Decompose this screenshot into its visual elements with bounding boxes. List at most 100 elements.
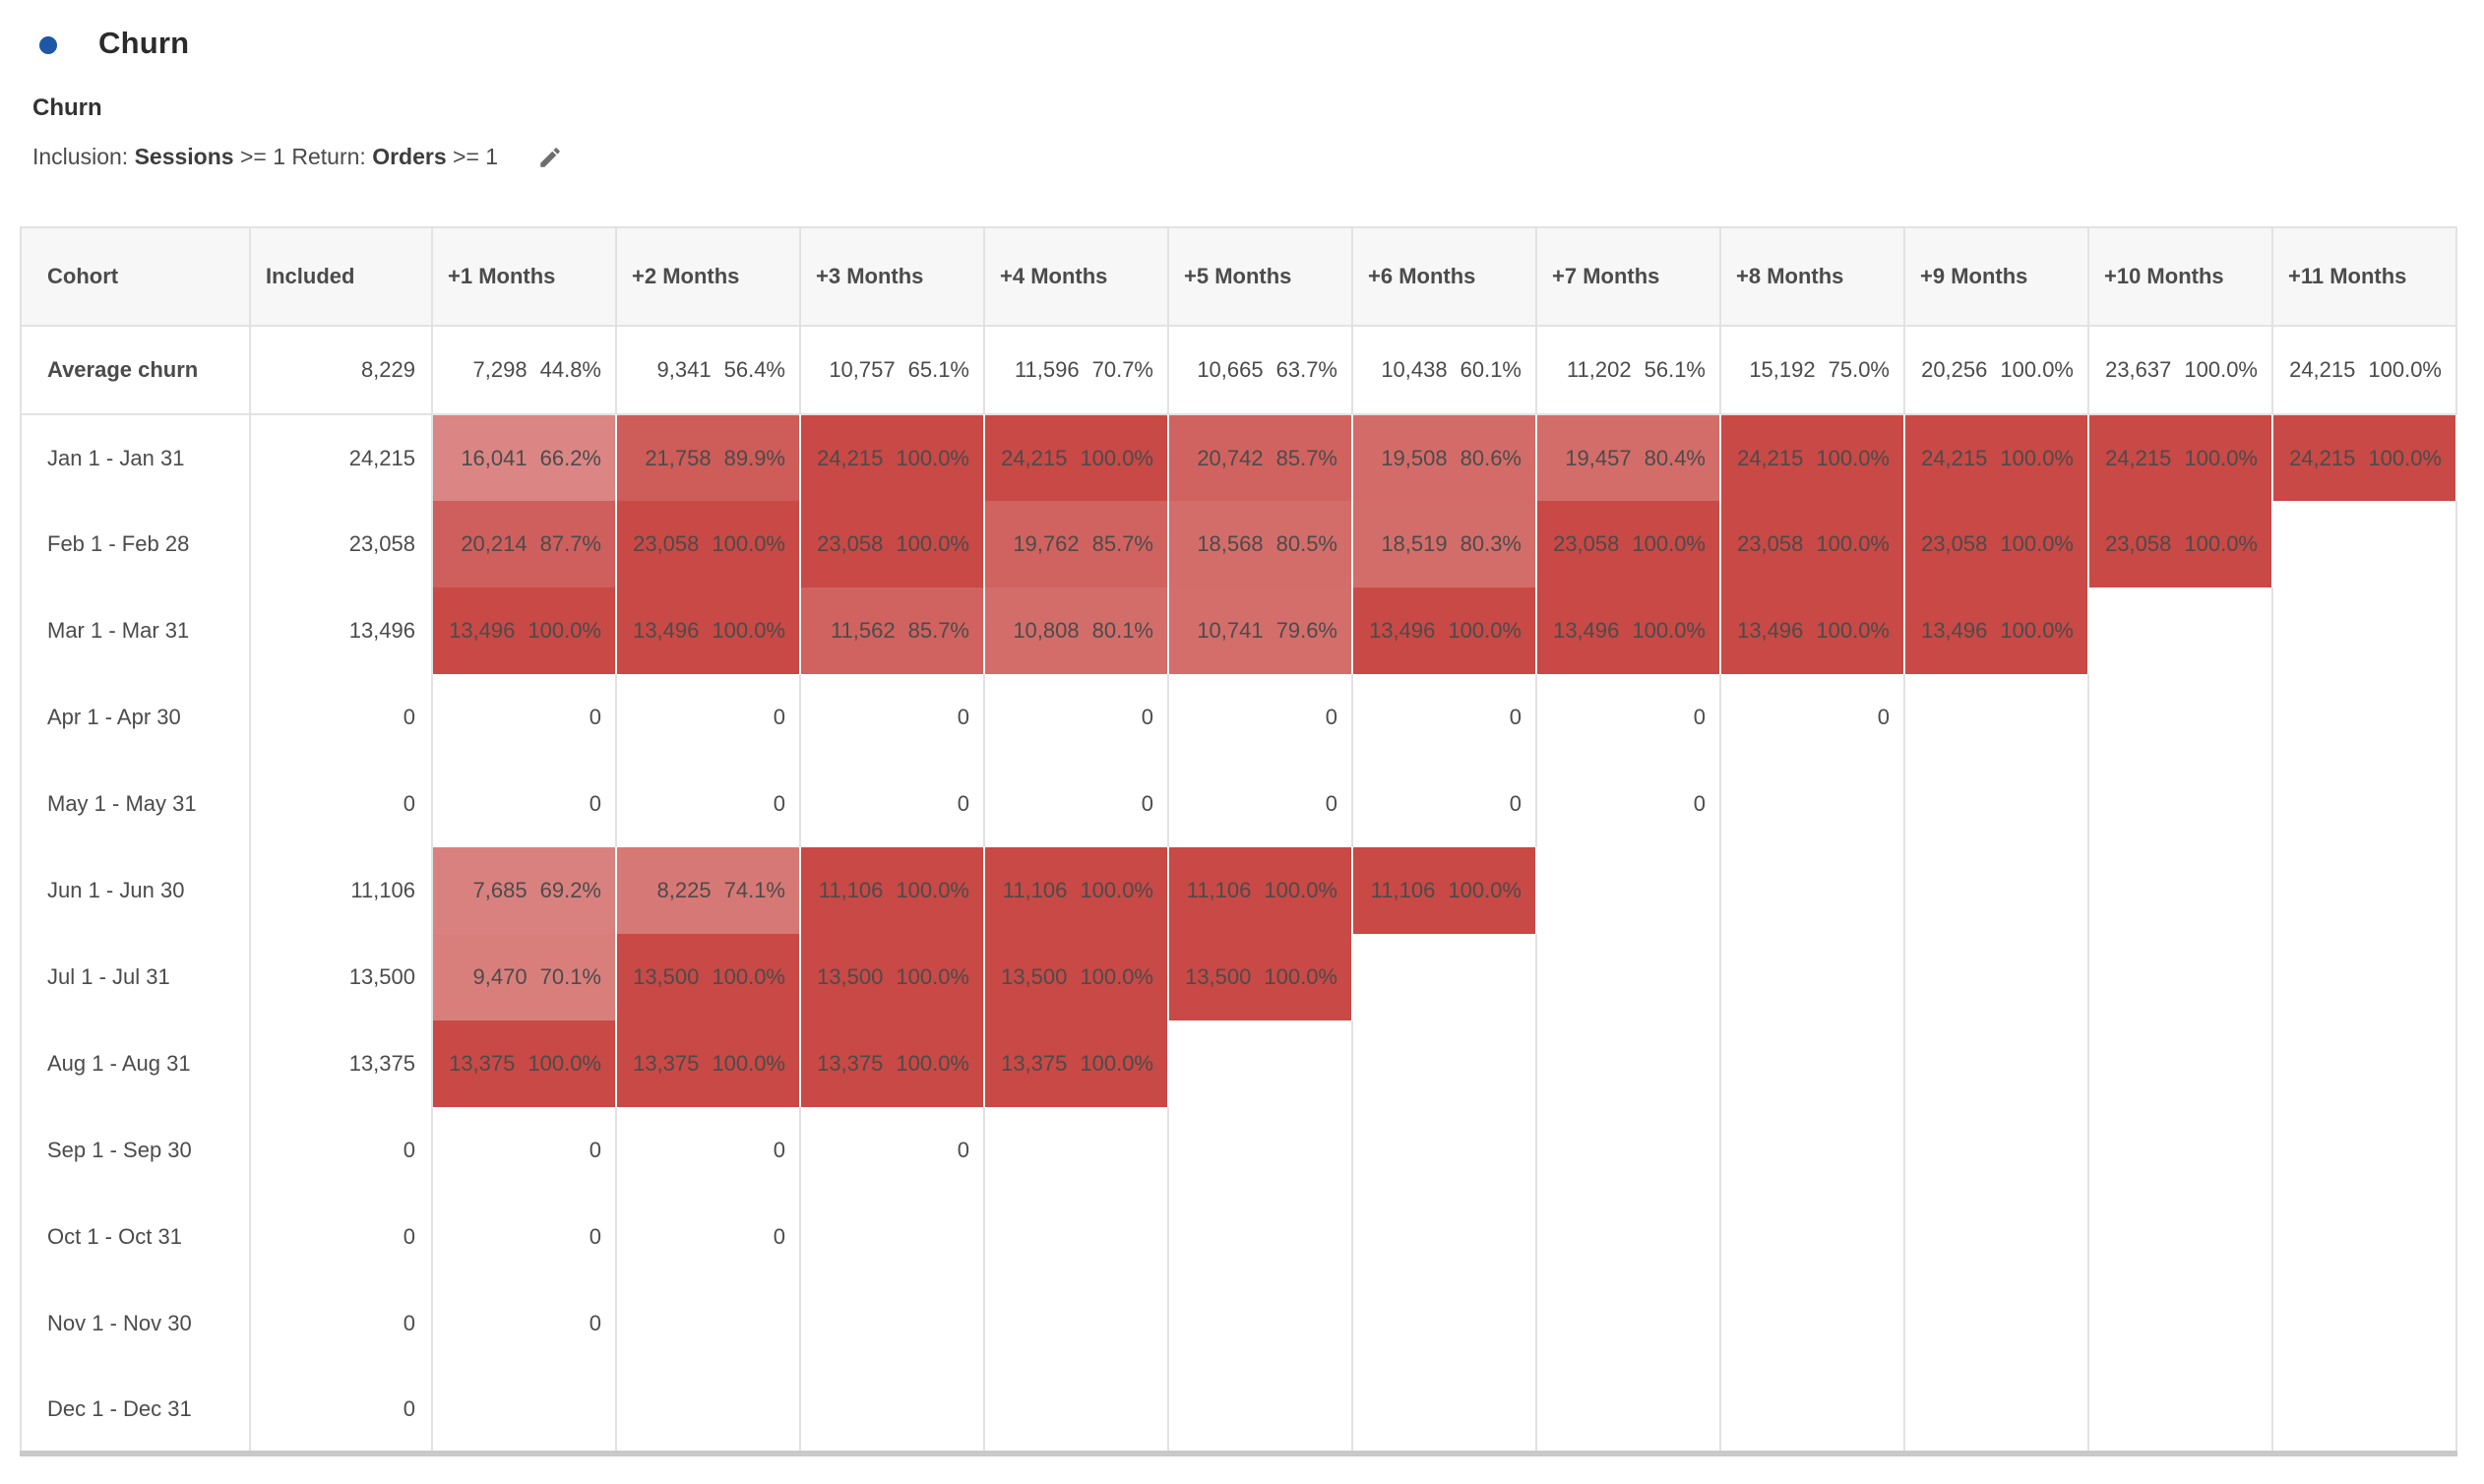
cohort-row: Sep 1 - Sep 30 0 0 0 0 — [21, 1107, 2457, 1194]
cohort-data-cell: 20,742 85.7% — [1168, 414, 1353, 501]
column-header: +6 Months — [1352, 227, 1537, 327]
cohort-data-cell: 0 — [616, 674, 801, 761]
cohort-data-cell — [2272, 674, 2457, 761]
cell-count: 15,192 — [1749, 357, 1816, 382]
cell-count: 13,500 — [1185, 964, 1252, 989]
cell-count: 18,568 — [1197, 531, 1264, 556]
cohort-data-cell: 13,496 100.0% — [1904, 587, 2089, 674]
cell-percent: 100.0% — [896, 964, 969, 989]
panel-title: Churn — [98, 26, 190, 60]
cohort-data-cell: 24,215 100.0% — [984, 414, 1169, 501]
cohort-data-cell — [2272, 1280, 2457, 1367]
cell-count: 9,470 — [472, 964, 528, 989]
cohort-data-cell — [1536, 847, 1721, 934]
cell-count: 13,375 — [449, 1051, 516, 1076]
cohort-data-cell: 0 — [432, 674, 617, 761]
cell-count: 13,375 — [1001, 1051, 1068, 1076]
cohort-data-cell — [1168, 1107, 1353, 1194]
cell-percent: 100.0% — [1080, 445, 1153, 470]
cohort-data-cell: 0 — [616, 1194, 801, 1280]
included-cell: 0 — [250, 1367, 433, 1453]
cell-count: 24,215 — [1921, 445, 1988, 470]
cohort-data-cell — [800, 1367, 985, 1453]
cell-count: 0 — [589, 1311, 601, 1335]
cell-count: 0 — [589, 705, 601, 729]
cell-count: 0 — [1141, 705, 1153, 729]
cell-percent: 56.4% — [723, 357, 785, 382]
cell-count: 0 — [773, 1224, 785, 1249]
cohort-row: Aug 1 - Aug 31 13,375 13,375 100.0% 13,375 10… — [21, 1020, 2457, 1107]
cohort-data-cell — [800, 1194, 985, 1280]
cohort-data-cell — [1352, 1367, 1537, 1453]
cell-percent: 85.7% — [1091, 531, 1153, 556]
cell-count: 11,562 — [830, 618, 896, 643]
cohort-data-cell — [1904, 1194, 2089, 1280]
cell-count: 8,225 — [656, 878, 712, 902]
cohort-data-cell — [616, 1280, 801, 1367]
cohort-data-cell: 24,215 100.0% — [800, 414, 985, 501]
cell-count: 0 — [1325, 791, 1337, 816]
cell-count: 23,637 — [2105, 357, 2172, 382]
cohort-data-cell — [1904, 1107, 2089, 1194]
cohort-table: Cohort Included +1 Months +2 Months +3 Month… — [20, 226, 2457, 1456]
cell-count: 0 — [589, 1138, 601, 1162]
cohort-data-cell — [2088, 587, 2273, 674]
cohort-data-cell — [1168, 1194, 1353, 1280]
cell-percent: 100.0% — [2000, 618, 2074, 643]
cell-count: 20,742 — [1197, 445, 1264, 470]
column-header: +9 Months — [1904, 227, 2089, 327]
cohort-data-cell — [1352, 1280, 1537, 1367]
cohort-data-cell: 0 — [1536, 761, 1721, 847]
cell-percent: 44.8% — [539, 357, 601, 382]
cell-count: 10,438 — [1381, 357, 1448, 382]
cohort-data-cell — [1536, 934, 1721, 1020]
cohort-data-cell: 0 — [1536, 674, 1721, 761]
cohort-data-cell: 11,106 100.0% — [1168, 847, 1353, 934]
cohort-data-cell: 13,375 100.0% — [616, 1020, 801, 1107]
pencil-icon[interactable] — [537, 145, 563, 170]
included-cell: 0 — [250, 1194, 433, 1280]
cohort-label-cell: Jul 1 - Jul 31 — [21, 934, 251, 1020]
cell-count: 19,457 — [1565, 445, 1632, 470]
cell-percent: 79.6% — [1275, 618, 1337, 643]
cell-count: 0 — [1509, 705, 1521, 729]
cohort-data-cell: 24,215 100.0% — [1720, 414, 1905, 501]
cohort-data-cell — [1904, 934, 2089, 1020]
cohort-data-cell: 19,457 80.4% — [1536, 414, 1721, 501]
cell-count: 13,496 — [1737, 618, 1804, 643]
cohort-data-cell: 20,256 100.0% — [1904, 326, 2089, 415]
cell-count: 23,058 — [817, 531, 884, 556]
cell-percent: 100.0% — [2000, 531, 2074, 556]
cohort-data-cell: 19,762 85.7% — [984, 501, 1169, 587]
cell-count: 11,106 — [1186, 878, 1252, 902]
included-cell: 8,229 — [250, 326, 433, 415]
cell-percent: 80.3% — [1459, 531, 1521, 556]
cohort-data-cell: 23,058 100.0% — [616, 501, 801, 587]
cell-percent: 100.0% — [896, 445, 969, 470]
cohort-data-cell: 0 — [432, 1107, 617, 1194]
cohort-data-cell — [2088, 1367, 2273, 1453]
cohort-row: Oct 1 - Oct 31 0 0 0 — [21, 1194, 2457, 1280]
cohort-data-cell: 0 — [1352, 674, 1537, 761]
cell-count: 23,058 — [1921, 531, 1988, 556]
cohort-data-cell: 16,041 66.2% — [432, 414, 617, 501]
cohort-label-cell: Jan 1 - Jan 31 — [21, 414, 251, 501]
cohort-data-cell: 7,685 69.2% — [432, 847, 617, 934]
cell-count: 19,508 — [1381, 445, 1448, 470]
cohort-data-cell — [2088, 1280, 2273, 1367]
cell-count: 0 — [957, 791, 969, 816]
cell-count: 11,106 — [818, 878, 884, 902]
cohort-data-cell: 9,341 56.4% — [616, 326, 801, 415]
cell-count: 13,496 — [1921, 618, 1988, 643]
cell-percent: 87.7% — [539, 531, 601, 556]
cohort-data-cell — [1168, 1020, 1353, 1107]
cohort-data-cell: 23,637 100.0% — [2088, 326, 2273, 415]
cohort-data-cell: 18,568 80.5% — [1168, 501, 1353, 587]
cohort-data-cell: 23,058 100.0% — [2088, 501, 2273, 587]
cell-percent: 80.1% — [1091, 618, 1153, 643]
cell-count: 0 — [1325, 705, 1337, 729]
cohort-table-header-row: Cohort Included +1 Months +2 Months +3 Month… — [21, 227, 2457, 327]
cell-percent: 100.0% — [712, 1051, 785, 1076]
cohort-data-cell — [2088, 1020, 2273, 1107]
cell-count: 20,214 — [461, 531, 528, 556]
